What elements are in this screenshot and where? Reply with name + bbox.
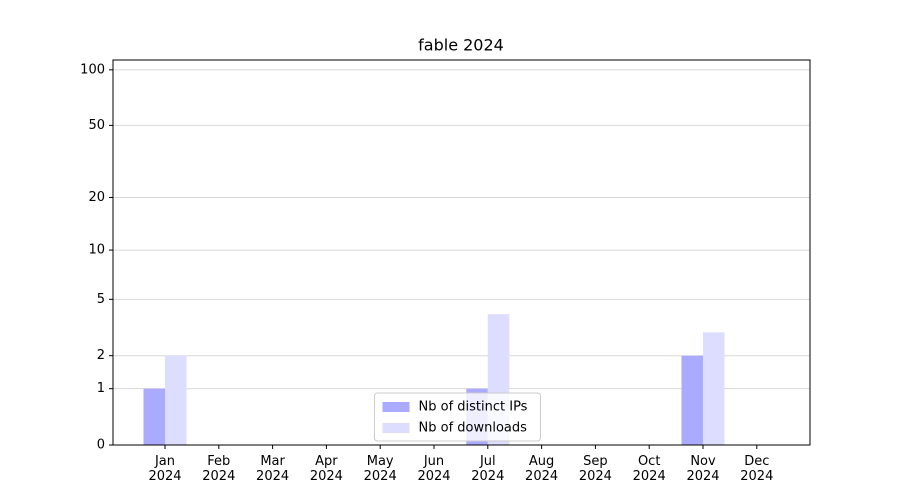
legend-box bbox=[374, 392, 541, 442]
x-tick-label: Nov 2024 bbox=[686, 454, 720, 484]
y-tick-label: 1 bbox=[97, 381, 105, 396]
legend-swatch bbox=[382, 423, 410, 433]
legend-label: Nb of distinct IPs bbox=[419, 400, 528, 415]
legend-swatch bbox=[382, 402, 410, 412]
y-tick-label: 10 bbox=[88, 243, 105, 258]
x-tick-label: Feb 2024 bbox=[202, 454, 236, 484]
bar bbox=[143, 388, 165, 445]
y-tick-label: 100 bbox=[80, 62, 105, 77]
x-tick-label: Jul 2024 bbox=[471, 454, 505, 484]
x-tick-label: Sep 2024 bbox=[578, 454, 612, 484]
x-tick-label: Mar 2024 bbox=[256, 454, 290, 484]
x-tick-label: Aug 2024 bbox=[525, 454, 559, 484]
x-tick-label: Apr 2024 bbox=[309, 454, 343, 484]
x-tick-label: Jun 2024 bbox=[417, 454, 451, 484]
x-tick-label: Jan 2024 bbox=[148, 454, 182, 484]
x-tick-label: Oct 2024 bbox=[632, 454, 666, 484]
bar bbox=[165, 355, 187, 445]
y-tick-label: 50 bbox=[88, 118, 105, 133]
bar bbox=[681, 355, 703, 445]
y-tick-label: 20 bbox=[88, 190, 105, 205]
x-tick-label: Dec 2024 bbox=[740, 454, 774, 484]
x-tick-label: May 2024 bbox=[363, 454, 397, 484]
y-tick-label: 0 bbox=[97, 438, 105, 453]
y-tick-label: 5 bbox=[97, 292, 105, 307]
y-tick-label: 2 bbox=[97, 348, 105, 363]
legend: Nb of distinct IPs Nb of downloads bbox=[374, 392, 541, 442]
chart-title: fable 2024 bbox=[418, 36, 504, 55]
plot-frame bbox=[112, 59, 811, 446]
bar bbox=[703, 332, 725, 445]
legend-label: Nb of downloads bbox=[419, 421, 528, 436]
